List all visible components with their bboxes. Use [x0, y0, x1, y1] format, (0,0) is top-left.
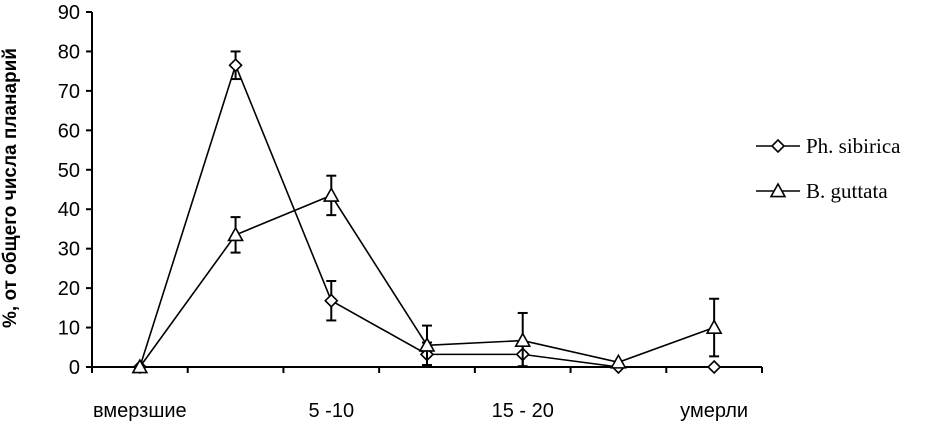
y-tick-label: 20	[58, 278, 80, 300]
y-tick-label: 30	[58, 239, 80, 261]
series-b-guttata	[131, 174, 723, 374]
x-category-label: 15 - 20	[492, 400, 554, 422]
y-tick-label: 40	[58, 199, 80, 221]
data-point-diamond	[707, 359, 722, 375]
y-tick-label: 70	[58, 81, 80, 103]
y-axis-label: %, от общего числа планарий	[0, 48, 21, 328]
data-point-triangle	[514, 331, 532, 347]
legend-marker-diamond	[770, 138, 786, 154]
legend-label: B. guttata	[806, 179, 888, 203]
series-line	[139, 62, 715, 368]
y-tick-label: 90	[58, 2, 80, 24]
x-axis: вмерзшие 5 -10 15 - 20 умерли	[91, 366, 763, 422]
y-tick-label: 10	[58, 318, 80, 340]
y-tick-label: 60	[58, 120, 80, 142]
data-point-diamond	[228, 58, 243, 73]
legend-item: B. guttata	[756, 179, 888, 203]
data-point-triangle	[610, 353, 627, 369]
legend: Ph. sibirica B. guttata	[756, 134, 901, 203]
x-category-label: 5 -10	[308, 400, 354, 422]
legend-marker-triangle	[769, 182, 787, 198]
x-category-label: умерли	[680, 400, 748, 422]
data-point-triangle	[131, 358, 149, 374]
legend-label: Ph. sibirica	[806, 134, 901, 158]
y-tick-label: 50	[58, 160, 80, 182]
y-axis: 0 10 20 30 40 50 60 70 80 90	[58, 2, 93, 379]
data-point-triangle	[227, 226, 244, 242]
data-point-triangle	[705, 318, 723, 334]
data-point-diamond	[324, 293, 339, 308]
x-category-label: вмерзшие	[93, 400, 187, 422]
legend-item: Ph. sibirica	[756, 134, 901, 158]
y-tick-label: 0	[69, 357, 80, 379]
data-point-triangle	[418, 336, 436, 352]
series-layer	[131, 50, 723, 375]
y-tick-label: 80	[58, 41, 80, 63]
data-point-triangle	[322, 186, 340, 202]
